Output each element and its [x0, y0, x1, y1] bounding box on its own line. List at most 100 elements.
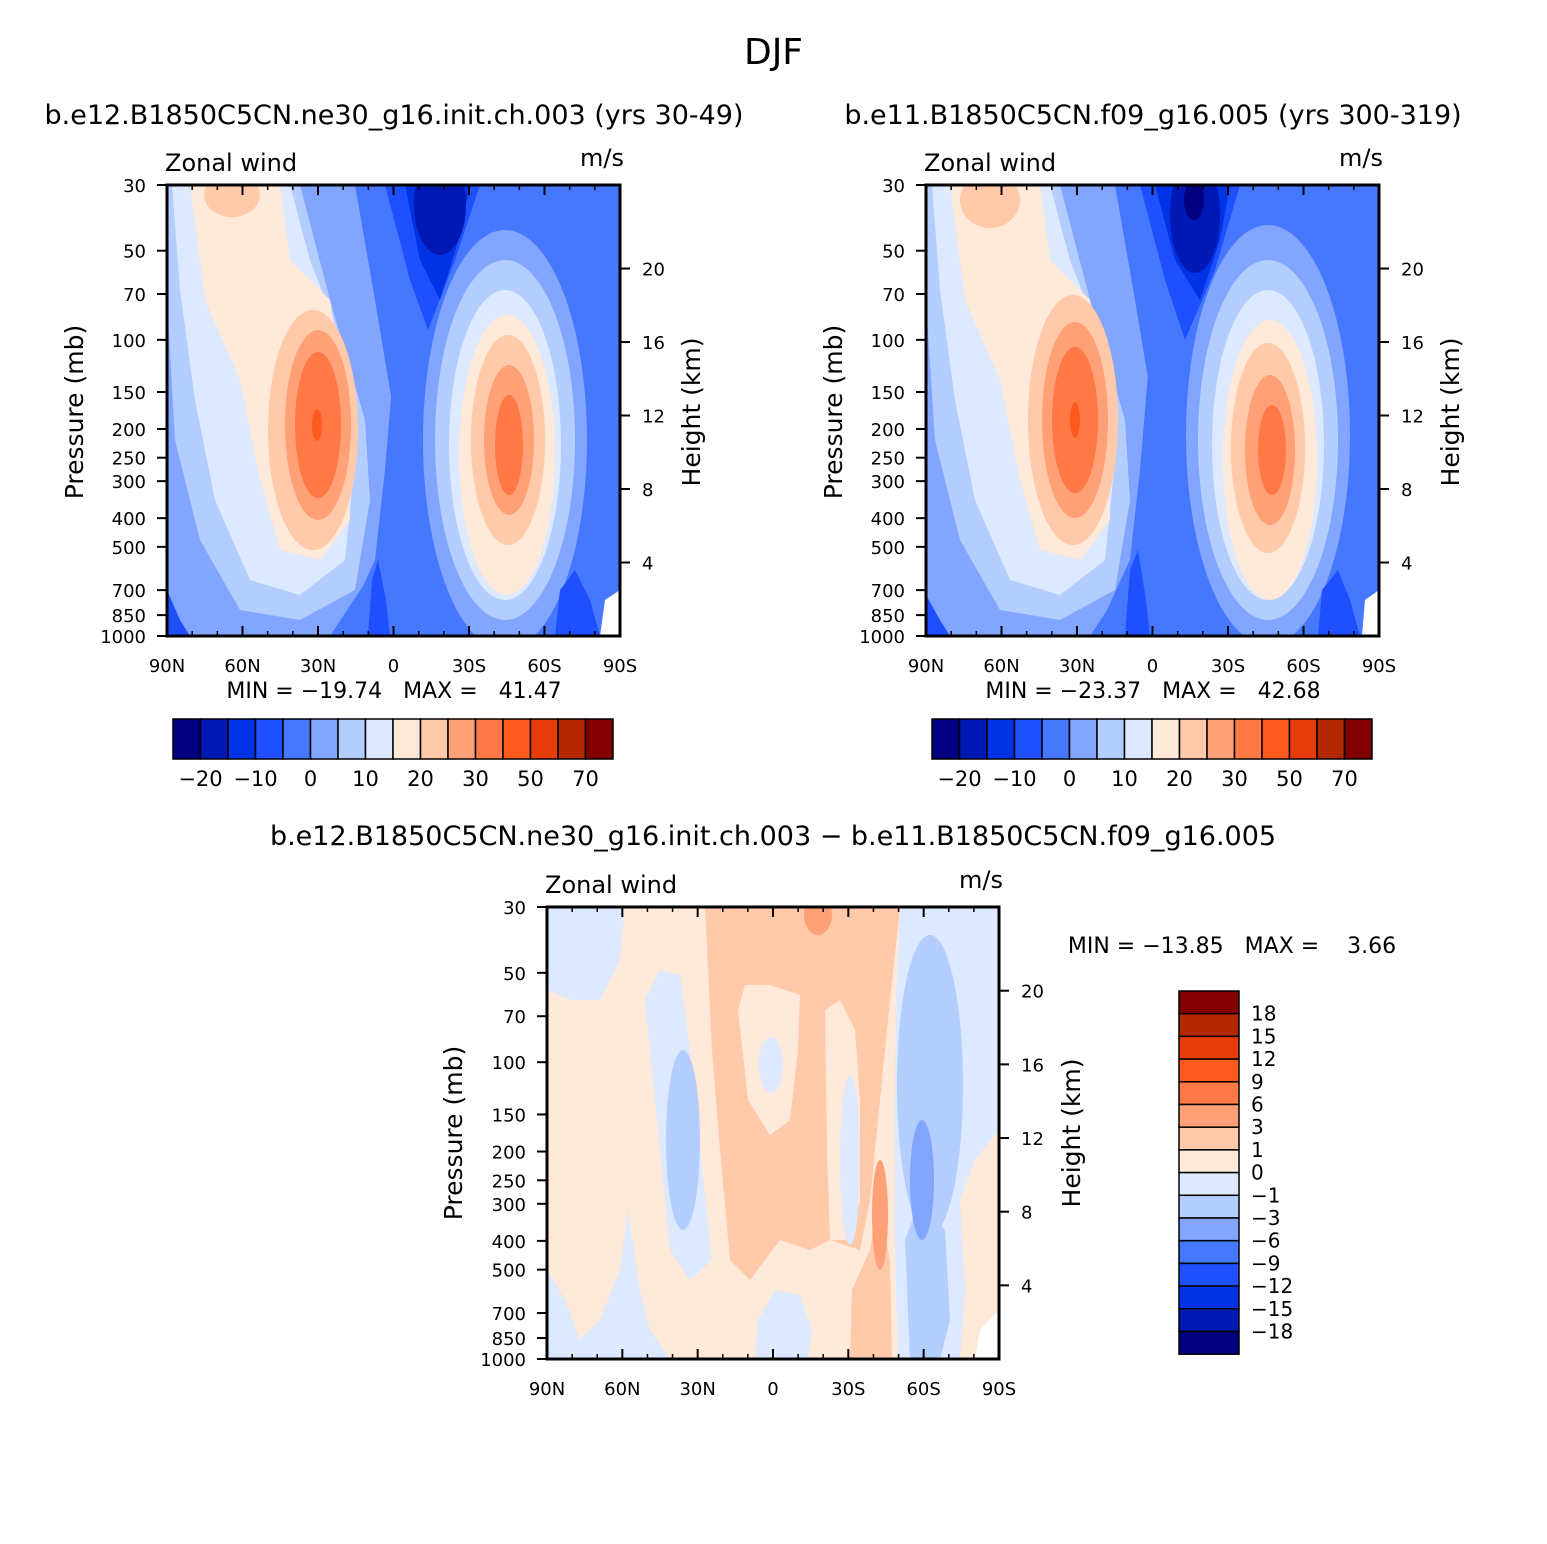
colorbar-label: −20 — [178, 767, 222, 791]
y-tick-label: 500 — [871, 538, 905, 559]
colorbar-swatch — [1096, 718, 1126, 760]
y-tick-label: 850 — [871, 606, 905, 627]
x-tick-label: 60S — [906, 1379, 940, 1400]
colorbar-swatch — [986, 718, 1016, 760]
y-tick-label: 100 — [871, 331, 905, 352]
x-tick-label: 0 — [767, 1379, 778, 1400]
y-tick-label: 50 — [882, 242, 905, 263]
panel3-left-label: Zonal wind — [545, 871, 677, 899]
y-tick-label: 1000 — [859, 627, 905, 648]
colorbar-swatch — [1178, 1262, 1240, 1287]
height-tick-label: 16 — [1401, 333, 1424, 354]
height-tick-label: 4 — [1401, 554, 1412, 575]
colorbar-label: −20 — [937, 767, 981, 791]
y-tick-label: 300 — [112, 472, 146, 493]
colorbar-swatch — [392, 718, 422, 760]
colorbar-label: 20 — [407, 767, 434, 791]
y-tick-label: 30 — [503, 898, 526, 919]
x-tick-label: 60N — [604, 1379, 640, 1400]
panel1-units: m/s — [580, 144, 624, 172]
y-tick-label: 70 — [882, 285, 905, 306]
y-tick-label: 50 — [503, 964, 526, 985]
colorbar-swatch — [199, 718, 229, 760]
height-tick-label: 8 — [1401, 480, 1412, 501]
y-tick-label: 30 — [123, 176, 146, 197]
colorbar-swatch — [1123, 718, 1153, 760]
colorbar-swatch — [1178, 1058, 1240, 1083]
colorbar-swatch — [958, 718, 988, 760]
y-tick-label: 250 — [871, 449, 905, 470]
y-tick-label: 1000 — [480, 1350, 526, 1371]
colorbar-swatch — [282, 718, 312, 760]
y-tick-label: 500 — [112, 538, 146, 559]
height-tick-label: 12 — [642, 407, 665, 428]
colorbar-swatch — [1068, 718, 1098, 760]
colorbar-swatch — [1178, 1081, 1240, 1106]
y-tick-label: 100 — [112, 331, 146, 352]
y-tick-label: 850 — [492, 1329, 526, 1350]
colorbar-label: −10 — [992, 767, 1036, 791]
colorbar-swatch — [1178, 1285, 1240, 1310]
colorbar-label: −12 — [1251, 1274, 1293, 1298]
height-tick-label: 12 — [1401, 407, 1424, 428]
colorbar-swatch — [1013, 718, 1043, 760]
y-tick-label: 50 — [123, 242, 146, 263]
height-tick-label: 4 — [1021, 1276, 1032, 1297]
y-tick-label: 250 — [112, 449, 146, 470]
colorbar-swatch — [447, 718, 477, 760]
panel1-axes: 90N 60N 30N 0 30S 60S 90S 30 50 70 100 150 200 250300… — [100, 176, 665, 677]
height-tick-label: 20 — [1021, 982, 1044, 1003]
x-tick-label: 0 — [1147, 656, 1158, 677]
colorbar-swatch — [1178, 1171, 1240, 1197]
y-tick-label: 300 — [871, 472, 905, 493]
y-tick-label: 700 — [492, 1304, 526, 1325]
x-tick-label: 60S — [527, 656, 561, 677]
y-tick-label: 400 — [871, 509, 905, 530]
colorbar-label: 15 — [1251, 1024, 1276, 1048]
x-tick-label: 60N — [224, 656, 260, 677]
colorbar-label: −6 — [1251, 1229, 1280, 1253]
x-tick-label: 60N — [983, 656, 1019, 677]
colorbar-swatch — [419, 718, 449, 760]
colorbar-swatch — [529, 718, 559, 760]
y-tick-label: 400 — [492, 1232, 526, 1253]
y-tick-label: 70 — [503, 1007, 526, 1028]
colorbar-label: 50 — [1276, 767, 1303, 791]
colorbar-swatch — [309, 718, 339, 760]
panel1-contours — [167, 185, 620, 636]
colorbar-label: 70 — [1331, 767, 1358, 791]
x-tick-label: 90N — [149, 656, 185, 677]
colorbar-swatch — [1178, 1149, 1240, 1174]
x-tick-label: 30N — [679, 1379, 715, 1400]
x-tick-label: 0 — [388, 656, 399, 677]
y-tick-label: 100 — [492, 1053, 526, 1074]
height-tick-label: 16 — [1021, 1055, 1044, 1076]
colorbar-swatch — [1178, 990, 1240, 1015]
colorbar-swatch — [1178, 1330, 1240, 1355]
colorbar-label: 70 — [572, 767, 599, 791]
colorbar-swatch — [337, 718, 367, 760]
page-title: DJF — [743, 32, 804, 73]
colorbar-swatch — [1343, 718, 1373, 760]
height-tick-label: 16 — [642, 333, 665, 354]
colorbar-label: −1 — [1251, 1183, 1280, 1207]
panel1-ylabel-right: Height (km) — [677, 338, 706, 487]
colorbar-swatch — [1178, 1035, 1240, 1060]
colorbar-label: 0 — [304, 767, 317, 791]
panel3-title: b.e12.B1850C5CN.ne30_g16.init.ch.003 − b… — [270, 821, 1276, 852]
colorbar-label: 12 — [1251, 1047, 1276, 1071]
colorbar-swatch — [1288, 718, 1318, 760]
colorbar-label: 1 — [1251, 1138, 1264, 1162]
panel2-colorbar: −20 −10 0 10 20 30 50 70 — [931, 718, 1373, 791]
colorbar-swatch — [931, 718, 961, 760]
x-tick-label: 90N — [529, 1379, 565, 1400]
y-tick-label: 400 — [112, 509, 146, 530]
colorbar-swatch — [172, 718, 202, 760]
colorbar-swatch — [557, 718, 587, 760]
colorbar-swatch — [1178, 1126, 1240, 1151]
colorbar-label: 30 — [1221, 767, 1248, 791]
panel3-contours — [547, 907, 999, 1359]
colorbar-swatch — [1178, 1194, 1240, 1219]
